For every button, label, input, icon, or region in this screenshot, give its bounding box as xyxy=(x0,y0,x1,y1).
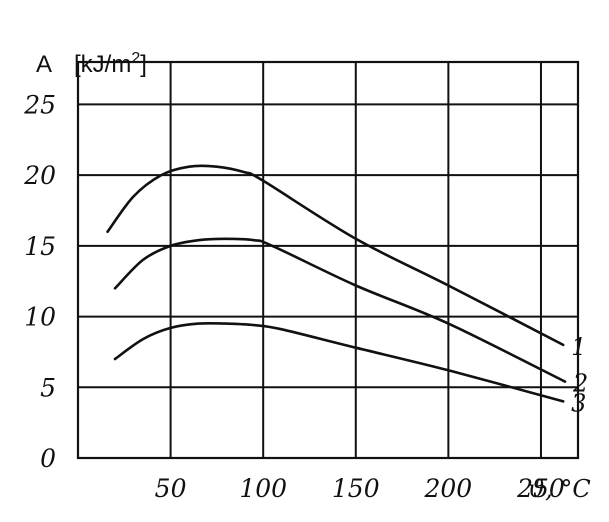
series-line-3 xyxy=(113,321,565,403)
x-tick-label: 100 xyxy=(239,474,287,503)
plot-frame xyxy=(76,60,580,460)
x-tick-label: 250 xyxy=(516,474,565,503)
series-label-3: 3 xyxy=(571,389,586,417)
curves xyxy=(106,164,567,403)
y-tick-labels: 0 5 10 15 20 25 xyxy=(23,90,56,473)
series-label-1: 1 xyxy=(571,333,586,361)
series-label-2: 2 xyxy=(572,370,588,398)
y-tick-label: 5 xyxy=(40,373,56,402)
curve-labels: 1 23 xyxy=(571,333,588,418)
y-tick-label: 20 xyxy=(23,161,56,190)
y-tick-label: 25 xyxy=(23,90,56,119)
x-tick-label: 50 xyxy=(155,474,187,503)
x-tick-label: 200 xyxy=(424,474,473,503)
x-axis-label: ϑ, °C xyxy=(528,475,591,503)
x-tick-labels: 50 100 150 200 250 xyxy=(155,474,565,503)
y-tick-label: 15 xyxy=(24,232,56,261)
y-tick-label: 10 xyxy=(24,303,56,332)
series-line-1 xyxy=(106,164,565,347)
series-line-2 xyxy=(113,237,567,383)
y-axis-label: A xyxy=(36,51,52,78)
y-tick-label: 0 xyxy=(40,444,56,473)
x-tick-label: 150 xyxy=(332,474,380,503)
y-axis-unit-label: [kJ/m2] xyxy=(74,50,147,78)
grid xyxy=(76,60,580,460)
